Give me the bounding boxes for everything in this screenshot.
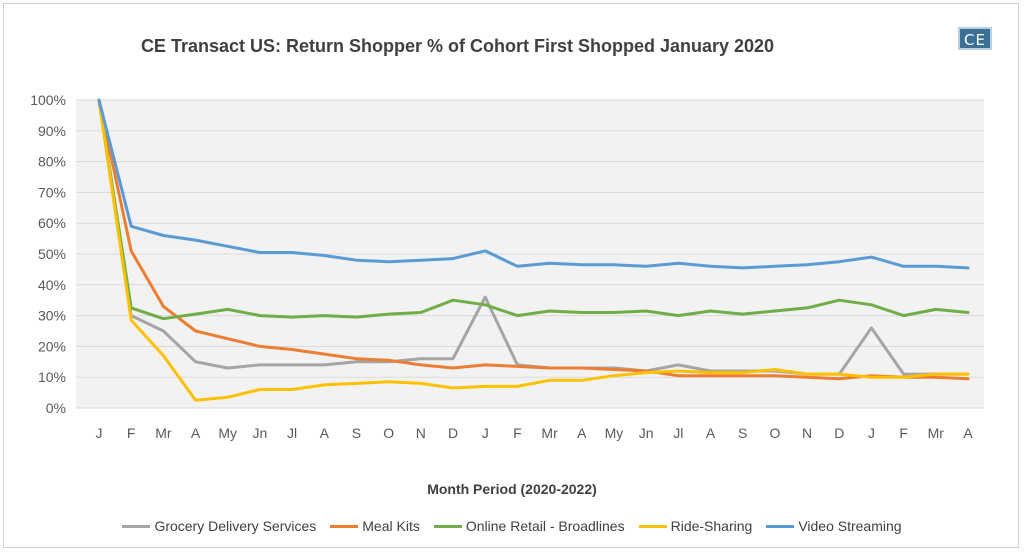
x-tick-label: Mr: [928, 425, 945, 441]
legend-label: Video Streaming: [798, 518, 902, 534]
legend-swatch: [638, 524, 667, 528]
legend-swatch: [330, 524, 359, 528]
legend-item-online-retail-broadlines: Online Retail - Broadlines: [433, 518, 625, 534]
legend-label: Online Retail - Broadlines: [465, 518, 625, 534]
legend: Grocery Delivery Services Meal Kits Online…: [0, 518, 1024, 534]
series-line-online-retail-broadlines: [97, 98, 970, 321]
x-tick-label: Jl: [673, 425, 683, 441]
x-tick-label: N: [416, 425, 426, 441]
legend-swatch: [433, 524, 462, 528]
x-axis-ticks: J F Mr A My Jn Jl A S O N D J F Mr A My Jn Jl A S O N D J F Mr A: [96, 425, 974, 441]
x-tick-label: A: [577, 425, 587, 441]
y-tick-label: 0%: [46, 400, 66, 416]
x-tick-label: J: [482, 425, 489, 441]
series-line-ride-sharing: [97, 98, 970, 402]
y-axis-ticks: 0% 10% 20% 30% 40% 50% 60% 70% 80% 90% 100%: [30, 92, 66, 416]
x-tick-label: D: [834, 425, 844, 441]
x-tick-label: F: [513, 425, 522, 441]
x-tick-label: J: [96, 425, 103, 441]
y-tick-label: 50%: [38, 246, 66, 262]
x-axis-label: Month Period (2020-2022): [427, 481, 597, 497]
chart-title: CE Transact US: Return Shopper % of Coho…: [140, 36, 775, 56]
legend-swatch: [122, 524, 151, 528]
x-tick-label: My: [605, 425, 624, 441]
legend-item-video-streaming: Video Streaming: [766, 518, 902, 534]
y-tick-label: 60%: [38, 215, 66, 231]
x-tick-label: F: [899, 425, 908, 441]
x-tick-label: F: [127, 425, 136, 441]
y-tick-label: 100%: [30, 92, 66, 108]
series-line-video-streaming: [97, 98, 970, 270]
x-tick-label: A: [320, 425, 330, 441]
legend-item-grocery-delivery-services: Grocery Delivery Services: [122, 518, 316, 534]
legend-label: Meal Kits: [362, 518, 420, 534]
x-tick-label: A: [963, 425, 973, 441]
gridlines: [76, 99, 984, 409]
legend-label: Grocery Delivery Services: [154, 518, 317, 534]
x-tick-label: O: [383, 425, 394, 441]
legend-label: Ride-Sharing: [670, 518, 753, 534]
x-tick-label: My: [218, 425, 237, 441]
x-tick-label: O: [769, 425, 780, 441]
series-line-meal-kits: [97, 98, 970, 381]
x-tick-label: Jn: [639, 425, 654, 441]
y-tick-label: 20%: [38, 338, 66, 354]
x-tick-label: D: [448, 425, 458, 441]
legend-item-meal-kits: Meal Kits: [330, 518, 420, 534]
x-tick-label: Jn: [253, 425, 268, 441]
ce-logo: CE: [958, 27, 992, 50]
x-tick-label: Mr: [155, 425, 172, 441]
series-lines: [97, 98, 970, 402]
y-tick-label: 10%: [38, 369, 66, 385]
x-tick-label: N: [802, 425, 812, 441]
y-tick-label: 70%: [38, 184, 66, 200]
y-tick-label: 80%: [38, 154, 66, 170]
legend-swatch: [766, 524, 795, 528]
x-tick-label: S: [738, 425, 747, 441]
legend-item-ride-sharing: Ride-Sharing: [638, 518, 753, 534]
y-tick-label: 40%: [38, 277, 66, 293]
x-tick-label: S: [352, 425, 361, 441]
x-tick-label: A: [706, 425, 716, 441]
x-tick-label: Jl: [287, 425, 297, 441]
x-tick-label: J: [868, 425, 875, 441]
x-tick-label: Mr: [541, 425, 558, 441]
y-tick-label: 90%: [38, 123, 66, 139]
y-tick-label: 30%: [38, 308, 66, 324]
x-tick-label: A: [191, 425, 201, 441]
